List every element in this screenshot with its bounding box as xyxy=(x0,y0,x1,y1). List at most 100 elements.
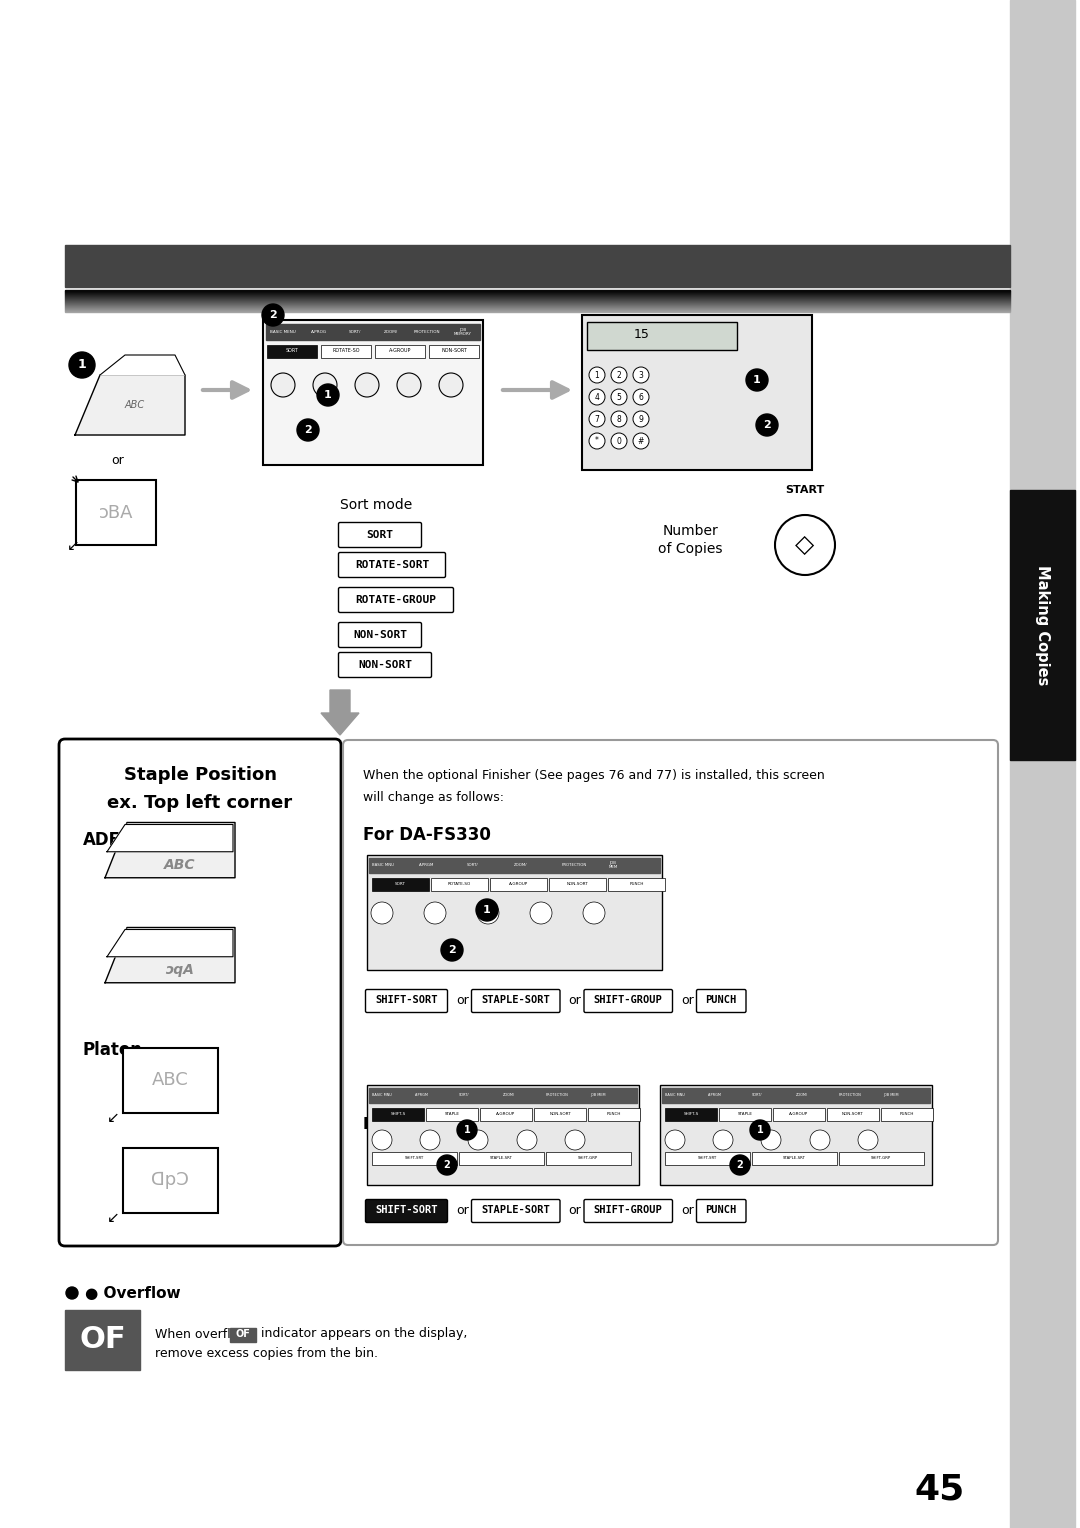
Bar xyxy=(480,1108,532,1122)
Text: ↙: ↙ xyxy=(107,1210,120,1225)
Text: JOB MEM: JOB MEM xyxy=(883,1093,899,1097)
Text: remove excess copies from the bin.: remove excess copies from the bin. xyxy=(156,1346,378,1360)
Bar xyxy=(1010,490,1075,759)
Circle shape xyxy=(271,373,295,397)
FancyArrow shape xyxy=(321,691,359,735)
Text: JOB MEM: JOB MEM xyxy=(590,1093,606,1097)
Bar xyxy=(267,345,318,358)
Text: SORT: SORT xyxy=(395,882,406,886)
Bar xyxy=(65,1309,140,1371)
Bar xyxy=(588,322,737,350)
Circle shape xyxy=(589,432,605,449)
Circle shape xyxy=(713,1131,733,1151)
FancyBboxPatch shape xyxy=(472,990,561,1013)
Text: OF: OF xyxy=(79,1325,125,1354)
Bar xyxy=(490,879,546,891)
Circle shape xyxy=(756,414,778,435)
Text: NON-SORT: NON-SORT xyxy=(567,882,589,886)
Text: ZOOM/: ZOOM/ xyxy=(796,1093,808,1097)
FancyBboxPatch shape xyxy=(343,740,998,1245)
Text: 45: 45 xyxy=(915,1473,966,1507)
Circle shape xyxy=(611,390,627,405)
Text: STAPLE-SRT: STAPLE-SRT xyxy=(489,1157,512,1160)
Text: 2: 2 xyxy=(305,425,312,435)
Bar xyxy=(549,879,606,891)
Text: NON-SORT: NON-SORT xyxy=(842,1112,864,1115)
Circle shape xyxy=(476,898,498,921)
Circle shape xyxy=(424,902,446,924)
Text: NON-SORT: NON-SORT xyxy=(441,348,467,353)
Text: When overflow: When overflow xyxy=(156,1328,248,1340)
Text: or: or xyxy=(374,659,387,671)
Text: ABC: ABC xyxy=(164,859,195,872)
Text: 4: 4 xyxy=(595,393,599,402)
Circle shape xyxy=(438,373,463,397)
Text: NON-SORT: NON-SORT xyxy=(549,1112,571,1115)
Text: 1: 1 xyxy=(324,390,332,400)
Text: 2: 2 xyxy=(448,944,456,955)
Text: Number
of Copies: Number of Copies xyxy=(658,524,723,556)
Bar xyxy=(431,879,488,891)
Circle shape xyxy=(665,1131,685,1151)
Bar xyxy=(372,1108,424,1122)
Text: ABC: ABC xyxy=(125,400,145,410)
Circle shape xyxy=(397,373,421,397)
Text: ◇: ◇ xyxy=(795,533,814,558)
Text: ᗡpƆ: ᗡpƆ xyxy=(151,1170,189,1189)
Text: NON-SORT: NON-SORT xyxy=(353,630,407,640)
Bar xyxy=(881,1108,933,1122)
Bar xyxy=(660,1085,932,1186)
Text: 1: 1 xyxy=(753,374,761,385)
Text: OF: OF xyxy=(235,1329,251,1339)
Text: ROTATE-SO: ROTATE-SO xyxy=(333,348,360,353)
Bar xyxy=(429,345,480,358)
Text: ɔBA: ɔBA xyxy=(98,504,133,521)
Bar xyxy=(65,244,1010,287)
FancyBboxPatch shape xyxy=(584,990,673,1013)
Bar xyxy=(827,1108,879,1122)
Text: ROTATE-SO: ROTATE-SO xyxy=(448,882,471,886)
Text: SHIFT-GROUP: SHIFT-GROUP xyxy=(594,995,663,1005)
Text: SHIFT-GRP: SHIFT-GRP xyxy=(870,1157,891,1160)
FancyBboxPatch shape xyxy=(338,553,446,578)
Bar xyxy=(122,1048,217,1112)
Text: SHIFT-S: SHIFT-S xyxy=(390,1112,406,1115)
Text: SORT/: SORT/ xyxy=(349,330,361,335)
Circle shape xyxy=(858,1131,878,1151)
Text: Staple Position: Staple Position xyxy=(123,766,276,784)
Circle shape xyxy=(611,432,627,449)
Text: SHIFT-SORT: SHIFT-SORT xyxy=(375,995,437,1005)
Text: When the optional Finisher (See pages 76 and 77) is installed, this screen: When the optional Finisher (See pages 76… xyxy=(363,769,825,781)
Circle shape xyxy=(318,384,339,406)
Circle shape xyxy=(746,368,768,391)
Text: STAPLE: STAPLE xyxy=(738,1112,753,1115)
Text: #: # xyxy=(638,437,644,446)
Text: 1: 1 xyxy=(595,370,599,379)
Text: 15: 15 xyxy=(634,329,650,341)
FancyBboxPatch shape xyxy=(584,1199,673,1222)
Text: ROTATE-SORT: ROTATE-SORT xyxy=(355,559,429,570)
Bar xyxy=(375,345,426,358)
Circle shape xyxy=(355,373,379,397)
Text: PUNCH: PUNCH xyxy=(900,1112,914,1115)
Circle shape xyxy=(583,902,605,924)
Circle shape xyxy=(633,432,649,449)
Text: 3: 3 xyxy=(638,370,644,379)
FancyBboxPatch shape xyxy=(697,990,746,1013)
Text: 5: 5 xyxy=(617,393,621,402)
Text: A-GROUP: A-GROUP xyxy=(509,882,528,886)
Bar xyxy=(459,1152,544,1164)
Text: SHIFT-SRT: SHIFT-SRT xyxy=(404,1157,423,1160)
Text: PUNCH: PUNCH xyxy=(705,995,737,1005)
Circle shape xyxy=(611,367,627,384)
Circle shape xyxy=(437,1155,457,1175)
Text: 2: 2 xyxy=(269,310,276,319)
Text: or: or xyxy=(568,1204,581,1216)
Circle shape xyxy=(372,1131,392,1151)
Text: BASIC MNU: BASIC MNU xyxy=(372,863,394,866)
Circle shape xyxy=(589,390,605,405)
Text: SHIFT-SORT: SHIFT-SORT xyxy=(375,1206,437,1215)
Text: SHIFT-S: SHIFT-S xyxy=(684,1112,699,1115)
Text: or: or xyxy=(681,993,693,1007)
Circle shape xyxy=(589,411,605,426)
